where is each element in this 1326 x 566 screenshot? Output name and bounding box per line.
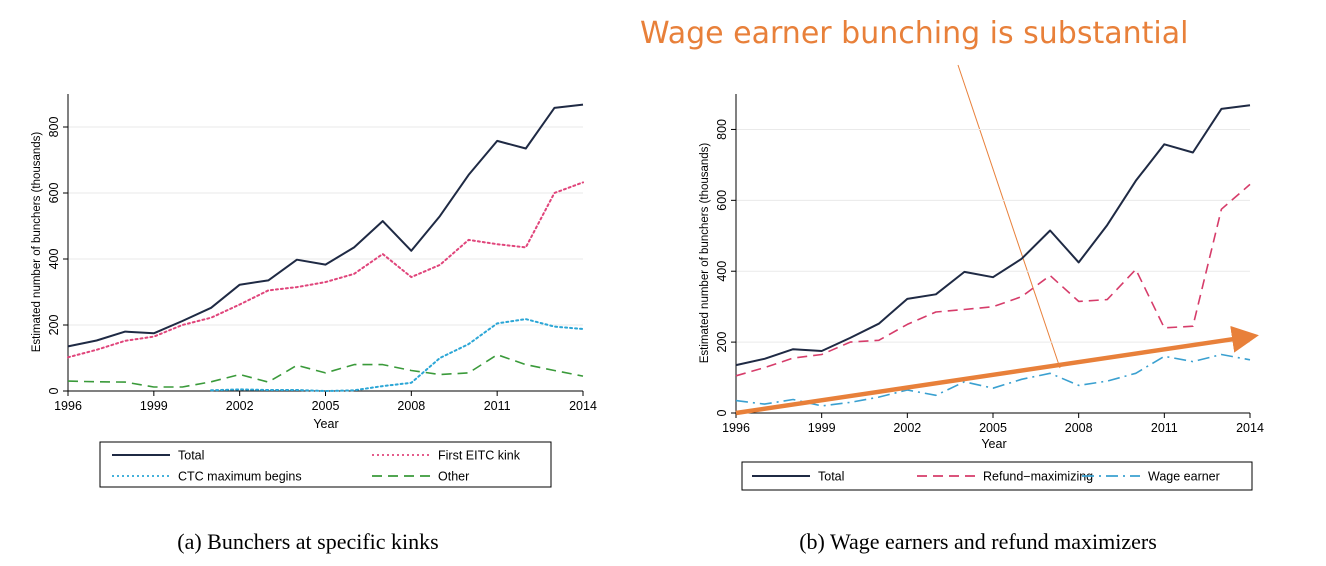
x-tick-label-a-1996: 1996 <box>54 399 82 413</box>
plot-area-a <box>68 94 583 391</box>
chart-panel-a: 0 200 400 600 800 1996 1999 2002 2005 2008 2011 201… <box>31 94 597 554</box>
y-tick-label-a-0: 0 <box>47 387 61 394</box>
y-tick-label-b-400: 400 <box>715 261 729 282</box>
x-tick-label-b-1996: 1996 <box>722 421 750 435</box>
chart-panel-b: 0 200 400 600 800 1996 1999 2002 2005 2008 2011 201… <box>699 94 1264 554</box>
y-tick-label-b-200: 200 <box>715 332 729 353</box>
caption-b: (b) Wage earners and refund maximizers <box>799 529 1157 554</box>
y-axis-label-b: Estimated number of bunchers (thousands) <box>699 143 711 364</box>
series-line-a-other <box>67 353 584 388</box>
x-tick-label-b-1999: 1999 <box>808 421 836 435</box>
series-line-a-total <box>67 103 584 348</box>
axes-a: 0 200 400 600 800 1996 1999 2002 2005 2008 2011 201… <box>47 94 597 413</box>
gridlines-b <box>736 128 1250 414</box>
annotation-text: Wage earner bunching is substantial <box>640 16 1188 51</box>
plot-area-b <box>736 94 1250 413</box>
legend-box-b <box>741 461 1253 491</box>
series-group-a <box>67 103 584 392</box>
gridlines-a <box>68 126 583 392</box>
y-tick-label-a-200: 200 <box>47 315 61 336</box>
legend-label-a-total: Total <box>178 449 204 463</box>
x-tick-label-b-2008: 2008 <box>1065 421 1093 435</box>
axes-b: 0 200 400 600 800 1996 1999 2002 2005 2008 2011 201… <box>715 94 1264 435</box>
x-tick-label-a-2011: 2011 <box>484 399 511 413</box>
x-tick-label-a-2014: 2014 <box>569 399 597 413</box>
x-tick-label-a-2008: 2008 <box>397 399 425 413</box>
y-tick-label-a-600: 600 <box>47 183 61 204</box>
legend-label-a-ctc-maximum-begins: CTC maximum begins <box>178 470 302 484</box>
legend-b: Total Refund−maximizing Wage earner <box>741 461 1253 491</box>
legend-label-b-wage-earner: Wage earner <box>1148 470 1220 484</box>
series-group-b <box>735 104 1251 407</box>
x-tick-label-b-2014: 2014 <box>1236 421 1264 435</box>
x-axis-label-a: Year <box>313 417 338 431</box>
series-line-b-wage-earner <box>735 353 1251 407</box>
legend-label-a-first-eitc-kink: First EITC kink <box>438 449 521 463</box>
legend-label-b-refund-maximizing: Refund−maximizing <box>983 470 1093 484</box>
series-line-b-refund-maximizing <box>735 183 1251 377</box>
y-tick-label-a-400: 400 <box>47 249 61 270</box>
x-tick-label-b-2005: 2005 <box>979 421 1007 435</box>
x-tick-label-b-2002: 2002 <box>893 421 921 435</box>
x-axis-label-b: Year <box>981 437 1006 451</box>
y-axis-label-a: Estimated number of bunchers (thousands) <box>31 132 43 353</box>
x-tick-label-a-2002: 2002 <box>226 399 254 413</box>
y-tick-label-a-800: 800 <box>47 117 61 138</box>
legend-a: Total First EITC kink CTC maximum begins Ot… <box>99 441 552 488</box>
x-tick-label-b-2011: 2011 <box>1151 421 1178 435</box>
series-line-a-ctc-maximum-begins <box>210 318 584 392</box>
annotation-pointer-line <box>957 64 1061 369</box>
trend-arrow <box>735 325 1259 416</box>
y-tick-label-b-0: 0 <box>715 409 729 416</box>
caption-a: (a) Bunchers at specific kinks <box>177 529 438 554</box>
x-tick-label-a-1999: 1999 <box>140 399 168 413</box>
legend-box-a <box>99 441 552 488</box>
series-line-b-total <box>735 104 1251 367</box>
x-tick-label-a-2005: 2005 <box>312 399 340 413</box>
legend-label-a-other: Other <box>438 470 469 484</box>
y-tick-label-b-600: 600 <box>715 190 729 211</box>
y-tick-label-b-800: 800 <box>715 119 729 140</box>
series-line-a-first-eitc-kink <box>67 181 584 359</box>
legend-label-b-total: Total <box>818 470 844 484</box>
trend-arrow-line <box>735 325 1259 416</box>
